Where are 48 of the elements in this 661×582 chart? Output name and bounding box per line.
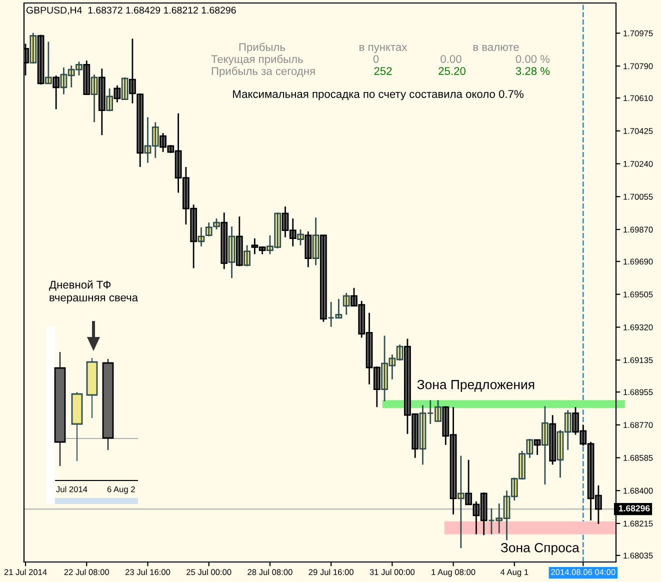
y-tick-label: 1.70425: [624, 128, 653, 134]
chart-title: GBPUSD,H4 1.68372 1.68429 1.68212 1.68296: [26, 6, 236, 15]
band-label: Зона Предложения: [417, 380, 534, 392]
annotation: в пунктах: [360, 44, 408, 54]
y-tick-label: 1.68955: [624, 389, 653, 396]
y-tick-label: 1.69505: [624, 292, 653, 298]
y-tick-label: 1.70610: [624, 95, 653, 102]
annotation: 0.00: [440, 55, 462, 63]
candlestick: [244, 244, 250, 267]
x-tick-label: 25 Jul 00:00: [186, 568, 232, 576]
annotation: Текущая прибыль: [211, 54, 303, 66]
y-tick-label: 1.70055: [624, 194, 653, 200]
annotation: Jul 2014: [56, 486, 88, 492]
annotation: 0: [373, 55, 379, 63]
y-tick-label: 1.68035: [624, 552, 653, 559]
annotation: 0.00 %: [516, 55, 550, 63]
x-tick-label: 28 Jul 08:00: [248, 568, 292, 576]
annotation: Прибыль за сегодня: [212, 66, 315, 78]
annotation: Прибыль: [239, 42, 286, 54]
x-tick-label: 1 Aug 08:00: [432, 569, 476, 577]
y-tick-label: 1.69690: [624, 258, 653, 265]
x-tick-label: 21 Jul 2014: [4, 568, 47, 576]
y-tick-label: 1.70240: [624, 160, 653, 167]
ref-line-label: 1.68296: [618, 505, 650, 512]
annotation: 252: [374, 67, 392, 75]
y-tick-label: 1.70790: [624, 63, 653, 70]
x-tick-label: 4 Aug 1: [500, 569, 528, 577]
y-tick-label: 1.69870: [624, 226, 653, 233]
y-tick-label: 1.70975: [624, 30, 653, 36]
candlestick: [106, 88, 113, 112]
x-tick-label: 31 Jul 00:00: [370, 568, 415, 576]
band-label: Зона Спроса: [500, 542, 580, 555]
y-tick-label: 1.68770: [624, 422, 653, 428]
y-tick-label: 1.68585: [624, 454, 653, 461]
annotation: Дневной ТФ вчерашняя свеча: [49, 280, 138, 304]
annotation: 25.20: [438, 67, 466, 75]
x-tick-label: 2014.08.06 04:00: [551, 569, 616, 576]
x-tick-label: 29 Jul 16:00: [308, 568, 354, 576]
y-tick-label: 1.69135: [624, 357, 653, 364]
annotation: 3.28 %: [516, 67, 550, 75]
y-tick-label: 1.69320: [624, 324, 653, 330]
annotation: 6 Aug 2: [107, 486, 135, 494]
x-tick-label: 22 Jul 08:00: [64, 568, 110, 576]
y-tick-label: 1.68400: [624, 488, 653, 494]
y-tick-label: 1.68215: [624, 520, 653, 527]
annotation: в валюте: [473, 44, 519, 51]
annotation: Максимальная просадка по счету составила около 0.7%: [233, 90, 524, 100]
x-tick-label: 23 Jul 16:00: [125, 568, 170, 576]
